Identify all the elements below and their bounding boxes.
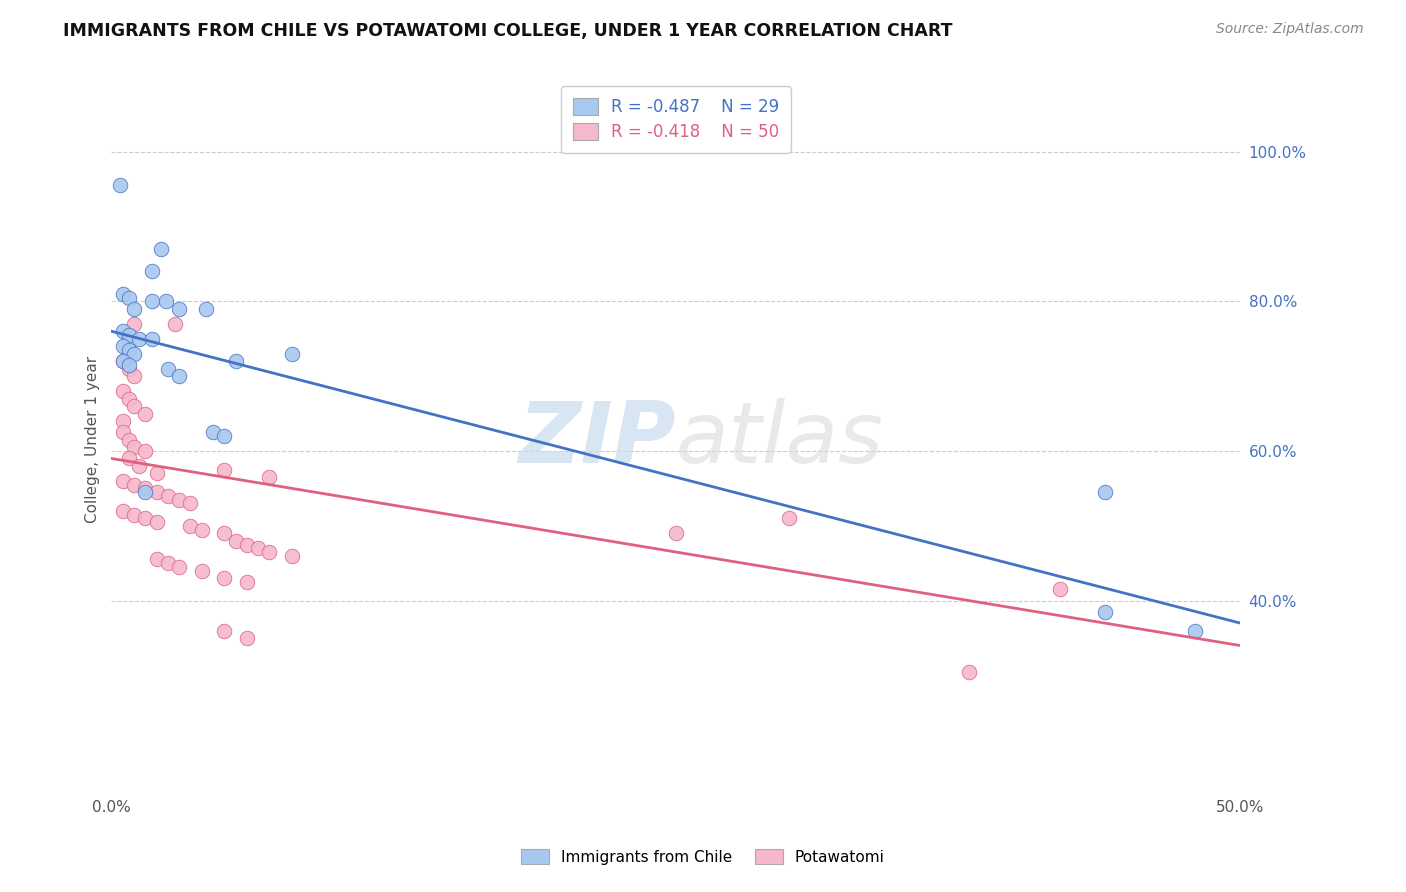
Point bbox=[122, 508, 145, 522]
Point bbox=[111, 384, 134, 398]
Point bbox=[118, 343, 141, 357]
Point bbox=[128, 458, 150, 473]
Point bbox=[141, 332, 163, 346]
Point bbox=[134, 407, 156, 421]
Point bbox=[145, 552, 167, 566]
Point bbox=[111, 354, 134, 368]
Point bbox=[122, 347, 145, 361]
Point bbox=[141, 264, 163, 278]
Point bbox=[128, 332, 150, 346]
Point bbox=[111, 425, 134, 440]
Point bbox=[214, 571, 236, 585]
Point bbox=[259, 470, 281, 484]
Y-axis label: College, Under 1 year: College, Under 1 year bbox=[86, 356, 100, 524]
Point bbox=[202, 425, 225, 440]
Point bbox=[118, 361, 141, 376]
Point bbox=[156, 489, 179, 503]
Point bbox=[281, 347, 304, 361]
Point bbox=[1184, 624, 1206, 638]
Point bbox=[118, 328, 141, 343]
Point bbox=[190, 564, 212, 578]
Point bbox=[141, 294, 163, 309]
Point bbox=[236, 574, 259, 589]
Point bbox=[134, 444, 156, 458]
Point bbox=[179, 496, 201, 510]
Point bbox=[167, 301, 190, 316]
Point bbox=[122, 440, 145, 454]
Point bbox=[195, 301, 218, 316]
Text: IMMIGRANTS FROM CHILE VS POTAWATOMI COLLEGE, UNDER 1 YEAR CORRELATION CHART: IMMIGRANTS FROM CHILE VS POTAWATOMI COLL… bbox=[63, 22, 953, 40]
Point bbox=[122, 477, 145, 491]
Point bbox=[179, 518, 201, 533]
Point bbox=[957, 665, 980, 679]
Point bbox=[111, 474, 134, 488]
Point bbox=[665, 526, 688, 541]
Point bbox=[134, 511, 156, 525]
Point bbox=[122, 317, 145, 331]
Point bbox=[167, 369, 190, 384]
Text: ZIP: ZIP bbox=[519, 398, 676, 482]
Point bbox=[778, 511, 800, 525]
Point bbox=[110, 178, 132, 193]
Legend: Immigrants from Chile, Potawatomi: Immigrants from Chile, Potawatomi bbox=[510, 838, 896, 875]
Point bbox=[167, 560, 190, 574]
Point bbox=[156, 361, 179, 376]
Point bbox=[214, 526, 236, 541]
Point bbox=[118, 392, 141, 406]
Point bbox=[281, 549, 304, 563]
Point bbox=[111, 286, 134, 301]
Text: Source: ZipAtlas.com: Source: ZipAtlas.com bbox=[1216, 22, 1364, 37]
Point bbox=[122, 301, 145, 316]
Point bbox=[247, 541, 270, 556]
Point bbox=[134, 485, 156, 500]
Point bbox=[118, 291, 141, 305]
Point bbox=[259, 545, 281, 559]
Point bbox=[163, 317, 186, 331]
Legend: R = -0.487    N = 29, R = -0.418    N = 50: R = -0.487 N = 29, R = -0.418 N = 50 bbox=[561, 87, 790, 153]
Point bbox=[214, 429, 236, 443]
Point bbox=[122, 399, 145, 413]
Point bbox=[214, 463, 236, 477]
Point bbox=[111, 354, 134, 368]
Point bbox=[225, 354, 247, 368]
Point bbox=[167, 492, 190, 507]
Point bbox=[150, 242, 173, 256]
Point bbox=[145, 467, 167, 481]
Point bbox=[190, 523, 212, 537]
Point bbox=[111, 504, 134, 518]
Point bbox=[155, 294, 177, 309]
Point bbox=[1049, 582, 1071, 597]
Point bbox=[111, 339, 134, 353]
Point bbox=[145, 485, 167, 500]
Text: atlas: atlas bbox=[676, 398, 884, 482]
Point bbox=[118, 451, 141, 466]
Point bbox=[118, 433, 141, 447]
Point bbox=[1094, 485, 1116, 500]
Point bbox=[122, 369, 145, 384]
Point bbox=[236, 537, 259, 551]
Point bbox=[145, 515, 167, 529]
Point bbox=[236, 631, 259, 645]
Point bbox=[118, 358, 141, 372]
Point bbox=[1094, 605, 1116, 619]
Point bbox=[111, 324, 134, 338]
Point bbox=[214, 624, 236, 638]
Point bbox=[111, 414, 134, 428]
Point bbox=[134, 482, 156, 496]
Point bbox=[225, 533, 247, 548]
Point bbox=[156, 556, 179, 570]
